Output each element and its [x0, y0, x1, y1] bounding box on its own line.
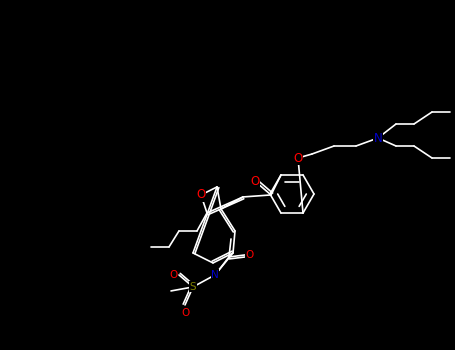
Text: N: N	[211, 270, 219, 280]
Text: O: O	[246, 250, 254, 260]
Text: O: O	[197, 188, 206, 202]
Text: N: N	[374, 132, 382, 145]
Text: O: O	[169, 270, 177, 280]
Text: O: O	[181, 308, 189, 318]
Text: O: O	[250, 175, 260, 188]
Text: O: O	[293, 152, 303, 164]
Text: S: S	[190, 282, 196, 292]
Text: O: O	[293, 152, 303, 164]
